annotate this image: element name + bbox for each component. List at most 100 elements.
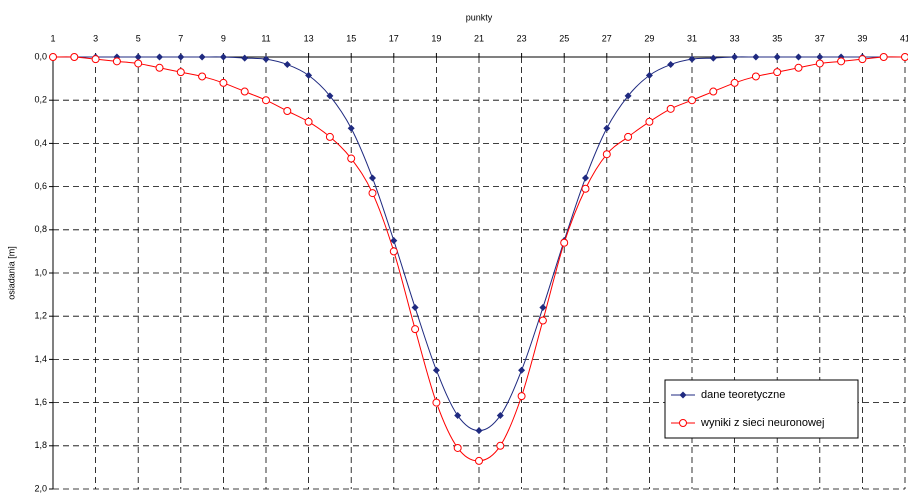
x-tick-label: 39	[857, 33, 867, 43]
x-tick-label: 19	[431, 33, 441, 43]
data-point	[773, 68, 782, 77]
data-point	[156, 53, 163, 61]
legend-label: wyniki z sieci neuronowej	[700, 417, 825, 429]
y-tick-label: 2,0	[34, 483, 47, 493]
data-point	[582, 174, 589, 182]
x-tick-label: 1	[50, 33, 55, 43]
data-point	[752, 53, 760, 61]
data-point	[240, 87, 249, 96]
data-point	[49, 53, 57, 61]
data-point	[219, 78, 228, 87]
data-point	[709, 87, 718, 96]
x-tick-label: 17	[389, 33, 399, 43]
x-tick-label: 5	[136, 33, 141, 43]
x-tick-label: 15	[346, 33, 356, 43]
y-tick-label: 1,6	[34, 397, 47, 407]
data-point	[91, 55, 100, 64]
data-point	[347, 154, 356, 163]
data-point	[454, 412, 462, 420]
y-tick-label: 0,8	[34, 224, 47, 234]
data-point	[70, 53, 79, 61]
data-point	[795, 53, 802, 61]
data-point	[475, 427, 483, 435]
data-point	[688, 55, 696, 63]
data-point	[879, 53, 888, 61]
data-point	[560, 238, 569, 247]
x-tick-label: 29	[644, 33, 654, 43]
data-point	[390, 237, 398, 245]
x-tick-label: 33	[730, 33, 740, 43]
legend-box	[664, 379, 859, 439]
data-point	[112, 57, 121, 66]
y-tick-label: 0,4	[34, 138, 47, 148]
data-point	[176, 68, 185, 77]
data-point	[347, 124, 355, 132]
data-point	[241, 54, 249, 62]
data-point	[730, 78, 739, 87]
x-tick-label: 3	[93, 33, 98, 43]
data-point	[177, 53, 185, 61]
x-tick-label: 23	[517, 33, 527, 43]
data-point	[411, 304, 419, 312]
data-point	[475, 456, 483, 465]
data-point	[539, 304, 547, 312]
y-tick-label: 0,0	[34, 51, 47, 61]
data-point	[304, 117, 313, 126]
data-point	[198, 72, 207, 81]
data-point	[901, 53, 908, 61]
data-point	[709, 54, 717, 62]
y-tick-label: 1,4	[34, 354, 47, 364]
data-point	[432, 366, 440, 374]
y-tick-label: 1,2	[34, 311, 47, 321]
x-tick-label: 31	[687, 33, 697, 43]
data-point	[517, 392, 526, 401]
x-tick-label: 13	[304, 33, 314, 43]
data-point	[751, 72, 760, 81]
data-point	[815, 59, 824, 68]
data-point	[603, 124, 611, 132]
x-tick-label: 25	[559, 33, 569, 43]
data-point	[262, 55, 270, 63]
data-point	[688, 96, 696, 105]
x-tick-label: 35	[772, 33, 782, 43]
x-tick-label: 9	[221, 33, 226, 43]
data-point	[773, 53, 781, 61]
y-axis-label: osiadania [m]	[6, 246, 16, 300]
data-point	[496, 412, 504, 420]
data-point	[389, 247, 398, 256]
data-point	[283, 61, 291, 69]
data-point	[837, 57, 846, 66]
data-point	[305, 71, 313, 79]
x-axis-label: punkty	[466, 12, 493, 22]
x-tick-label: 11	[261, 33, 270, 43]
data-point	[858, 55, 867, 64]
data-point	[155, 63, 164, 72]
data-point	[369, 174, 376, 182]
data-point	[538, 316, 547, 325]
data-point	[198, 53, 206, 61]
data-point	[794, 63, 803, 72]
data-point	[411, 325, 420, 334]
data-point	[645, 117, 654, 126]
data-point	[326, 92, 334, 100]
x-tick-label: 27	[602, 33, 612, 43]
x-tick-label: 41	[900, 33, 908, 43]
legend-label: dane teoretyczne	[701, 389, 785, 401]
data-point	[368, 189, 377, 198]
data-point	[624, 92, 632, 100]
data-point	[581, 184, 590, 193]
y-tick-label: 1,0	[34, 267, 47, 277]
data-point	[667, 61, 675, 69]
data-point	[432, 398, 441, 407]
y-tick-label: 0,6	[34, 181, 47, 191]
data-point	[666, 104, 675, 113]
data-point	[518, 366, 526, 374]
data-point	[602, 150, 611, 159]
legend-marker	[679, 419, 687, 427]
data-point	[219, 53, 227, 61]
data-point	[325, 132, 334, 141]
data-point	[283, 107, 292, 115]
y-tick-label: 1,8	[34, 440, 47, 450]
